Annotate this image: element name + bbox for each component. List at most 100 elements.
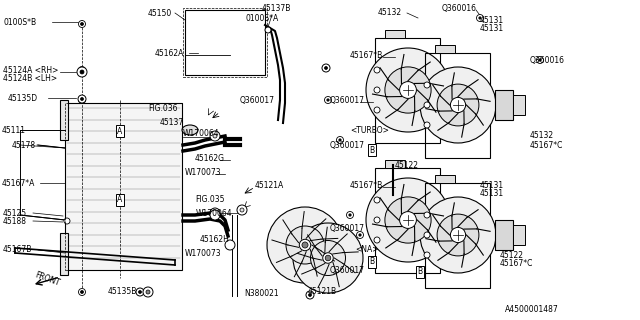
Bar: [385, 30, 405, 38]
Bar: [445, 205, 463, 235]
Circle shape: [374, 197, 380, 203]
Circle shape: [424, 82, 430, 88]
Circle shape: [324, 67, 328, 69]
Bar: [513, 95, 525, 115]
Circle shape: [300, 239, 310, 251]
Text: 45167*B: 45167*B: [350, 51, 383, 60]
Text: N380021: N380021: [244, 290, 278, 299]
Text: 0100S*B: 0100S*B: [3, 18, 36, 27]
Text: 45137: 45137: [160, 117, 184, 126]
Text: 45125: 45125: [3, 209, 27, 218]
Circle shape: [349, 214, 351, 216]
Circle shape: [79, 289, 86, 295]
Circle shape: [79, 67, 86, 74]
Text: 45162G: 45162G: [195, 154, 225, 163]
Circle shape: [374, 237, 380, 243]
Text: W170073: W170073: [185, 167, 221, 177]
Text: 45122: 45122: [500, 251, 524, 260]
Circle shape: [143, 287, 153, 297]
Bar: [375, 168, 440, 273]
Text: 45162H: 45162H: [200, 236, 230, 244]
Text: 45131: 45131: [480, 15, 504, 25]
Circle shape: [81, 99, 83, 101]
Text: 45121B: 45121B: [308, 287, 337, 297]
Text: 45162A: 45162A: [155, 49, 184, 58]
Circle shape: [78, 95, 86, 103]
Circle shape: [308, 293, 312, 297]
Circle shape: [424, 212, 430, 218]
Circle shape: [210, 208, 220, 218]
Circle shape: [310, 241, 346, 276]
Text: 45137B: 45137B: [262, 4, 291, 12]
Circle shape: [322, 64, 330, 72]
Circle shape: [539, 59, 541, 61]
Circle shape: [339, 139, 341, 141]
Text: 45167*A: 45167*A: [2, 179, 35, 188]
Circle shape: [302, 242, 308, 248]
Text: 45111: 45111: [2, 125, 26, 134]
Circle shape: [337, 137, 344, 143]
Circle shape: [79, 20, 86, 28]
Circle shape: [424, 102, 430, 108]
Circle shape: [146, 290, 150, 294]
Text: 45132: 45132: [530, 131, 554, 140]
Text: 45124A <RH>: 45124A <RH>: [3, 66, 58, 75]
Text: 45131: 45131: [480, 180, 504, 189]
Bar: [425, 183, 490, 288]
Circle shape: [359, 234, 361, 236]
Circle shape: [374, 107, 380, 113]
Circle shape: [424, 252, 430, 258]
Circle shape: [424, 232, 430, 238]
Text: 45135D: 45135D: [8, 93, 38, 102]
Circle shape: [385, 197, 431, 243]
Text: 45178: 45178: [12, 140, 36, 149]
Bar: [435, 45, 455, 53]
Bar: [185, 10, 265, 75]
Text: 45150: 45150: [148, 9, 172, 18]
Circle shape: [81, 98, 83, 100]
Circle shape: [374, 87, 380, 93]
Text: FIG.036: FIG.036: [148, 103, 177, 113]
Text: W170073: W170073: [185, 250, 221, 259]
Circle shape: [424, 122, 430, 128]
Circle shape: [420, 197, 496, 273]
Text: 45135B: 45135B: [108, 287, 138, 297]
Text: 45131: 45131: [480, 23, 504, 33]
Bar: [463, 210, 475, 230]
Text: Q360016: Q360016: [442, 4, 477, 12]
Circle shape: [306, 291, 314, 299]
Bar: [445, 75, 463, 105]
Circle shape: [81, 68, 83, 71]
Text: B: B: [369, 258, 374, 267]
Text: Q360017: Q360017: [330, 140, 365, 149]
Circle shape: [213, 134, 217, 138]
Text: 45131: 45131: [480, 188, 504, 197]
Text: B: B: [417, 268, 422, 276]
Text: A: A: [117, 196, 123, 204]
Circle shape: [325, 255, 331, 261]
Circle shape: [293, 223, 363, 293]
Circle shape: [267, 207, 343, 283]
Circle shape: [374, 67, 380, 73]
Text: 45122: 45122: [395, 161, 419, 170]
Circle shape: [437, 214, 479, 256]
Circle shape: [399, 82, 417, 99]
Bar: [60, 100, 68, 140]
Text: 45167B: 45167B: [3, 245, 33, 254]
Text: 45167*C: 45167*C: [530, 140, 563, 149]
Text: Q360017: Q360017: [330, 266, 365, 275]
Text: Q360016: Q360016: [530, 55, 565, 65]
Text: 45167*B: 45167*B: [350, 180, 383, 189]
Bar: [495, 90, 513, 120]
Circle shape: [385, 67, 431, 113]
Text: 45124B <LH>: 45124B <LH>: [3, 74, 57, 83]
Bar: [385, 160, 405, 168]
Circle shape: [213, 211, 217, 215]
Circle shape: [451, 228, 466, 243]
Bar: [435, 175, 455, 183]
Text: <NA>: <NA>: [355, 245, 378, 254]
Circle shape: [80, 70, 84, 74]
Circle shape: [77, 67, 87, 77]
Bar: [375, 38, 440, 143]
Text: A: A: [117, 126, 123, 135]
